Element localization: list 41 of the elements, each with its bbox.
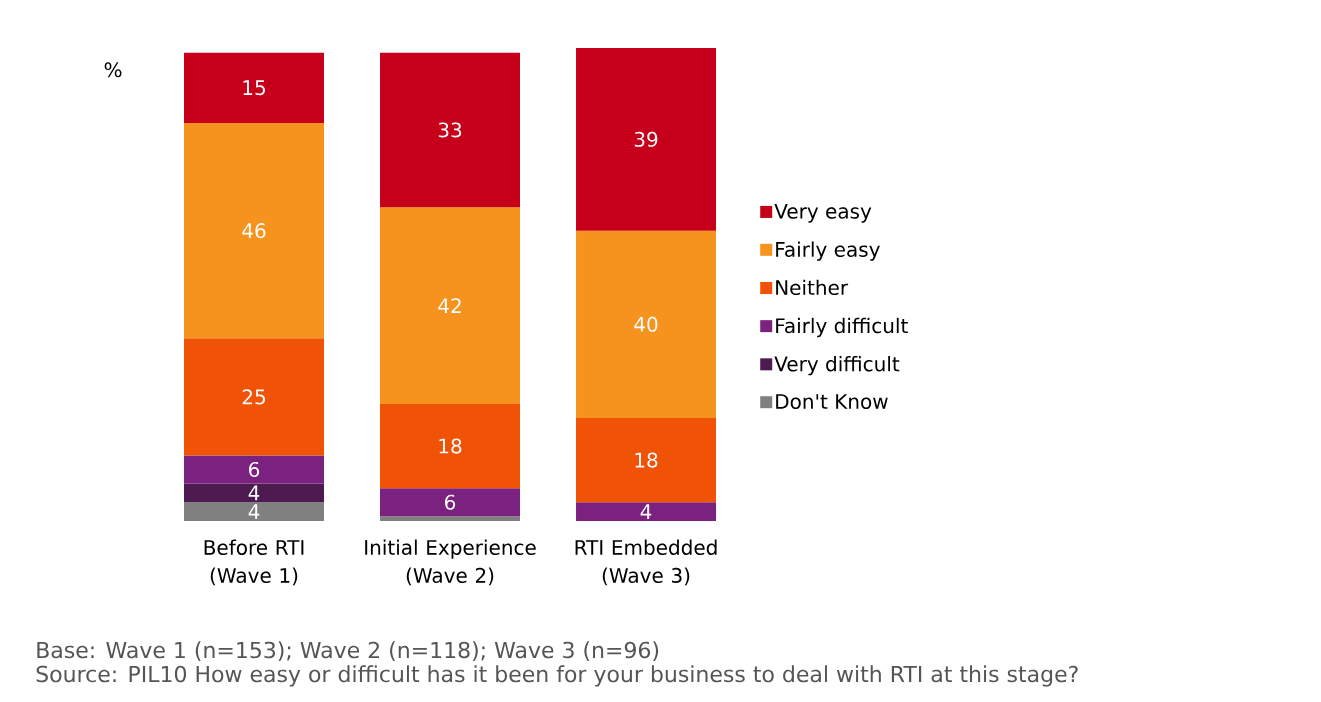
data-label: 33	[438, 122, 462, 138]
data-label: 18	[439, 438, 462, 454]
data-label: 46	[242, 223, 266, 239]
data-label: 6	[445, 494, 456, 510]
legend-label: Neither	[776, 279, 849, 296]
bar	[380, 516, 521, 521]
text: Base: Wave 1 (n=153); Wave 2 (n=118); Wave 3 (n=96)	[37, 641, 659, 661]
legend-label: Very difficult	[774, 355, 900, 376]
bar	[184, 122, 325, 339]
data-label: 39	[634, 131, 658, 147]
bar	[184, 502, 325, 521]
bar	[184, 455, 325, 484]
bar	[380, 207, 521, 404]
y-axis-title: %	[104, 62, 122, 78]
x-tick-label: Before RTI (Wave 1)	[204, 539, 304, 586]
data-label: 6	[249, 461, 260, 478]
legend-label: Don't Know	[776, 394, 888, 410]
x-tick-label: RTI Embedded (Wave 3)	[575, 539, 717, 586]
data-label: 4	[640, 504, 652, 519]
legend-label: Very easy	[774, 203, 872, 223]
data-label: 4	[248, 504, 260, 519]
bar	[380, 488, 521, 517]
bar	[380, 52, 521, 208]
bar	[380, 403, 521, 489]
data-label: 15	[243, 80, 265, 96]
bar	[576, 230, 717, 418]
bar	[184, 338, 325, 456]
data-label: 4	[248, 485, 260, 501]
bar	[184, 52, 325, 123]
x-tick-label: Initial Experience (Wave 2)	[365, 539, 536, 586]
legend-label: Fairly difficult	[776, 317, 908, 338]
bar	[576, 417, 717, 503]
source-note: Source: PIL10 How easy or difficult has it been for your business to deal with RTI at this stage?	[36, 665, 1078, 687]
data-label: 40	[634, 316, 658, 332]
data-label: 42	[438, 298, 461, 313]
bar	[184, 483, 325, 503]
bar	[576, 47, 717, 231]
bar	[576, 502, 717, 521]
data-label: 18	[635, 452, 658, 468]
data-label: 25	[242, 389, 265, 405]
legend-label: Fairly easy	[776, 241, 880, 261]
